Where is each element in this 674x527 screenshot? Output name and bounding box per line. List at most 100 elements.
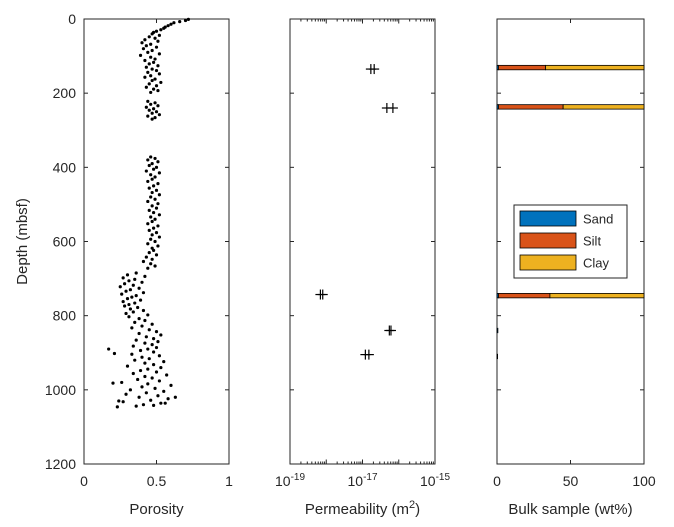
porosity-point [146, 114, 150, 118]
porosity-point [141, 308, 146, 313]
porosity-point [131, 344, 135, 348]
permeability-point [369, 64, 380, 75]
porosity-point [156, 39, 160, 43]
porosity-point [124, 289, 128, 293]
y-tick-label: 800 [53, 308, 77, 324]
porosity-point [134, 294, 138, 298]
porosity-point [140, 385, 144, 389]
porosity-point [152, 403, 156, 408]
porosity-point [133, 277, 137, 281]
porosity-point [186, 17, 190, 21]
porosity-point [133, 358, 137, 362]
porosity-point [149, 155, 153, 159]
porosity-point [153, 36, 157, 40]
porosity-point [143, 341, 147, 345]
porosity-point [153, 217, 157, 221]
porosity-point [157, 235, 161, 239]
porosity-point [130, 295, 134, 299]
porosity-point [144, 44, 148, 48]
porosity-point [125, 297, 130, 301]
porosity-point [152, 167, 156, 171]
bulk-sample-panel: 0 50 100 Bulk sample (wt%) Sand Silt Clay [493, 18, 656, 518]
porosity-point [150, 78, 154, 83]
porosity-point [149, 55, 153, 59]
porosity-point [146, 158, 150, 162]
porosity-point [120, 292, 124, 296]
porosity-axis-label: Porosity [129, 501, 184, 518]
porosity-point [159, 401, 163, 405]
porosity-point [169, 383, 173, 387]
porosity-point [112, 351, 117, 356]
permeability-axes-box [289, 18, 436, 465]
porosity-point [154, 206, 159, 210]
porosity-point [123, 304, 127, 308]
bulk-axis-label: Bulk sample (wt%) [508, 501, 632, 518]
porosity-point [131, 310, 135, 314]
x-tick-label: 0.5 [147, 473, 167, 489]
porosity-point [162, 26, 166, 30]
porosity-point [183, 18, 188, 23]
porosity-point [154, 253, 159, 257]
porosity-point [127, 279, 131, 283]
porosity-point [150, 111, 154, 115]
porosity-point [150, 190, 154, 195]
porosity-point [150, 322, 154, 326]
depth-axis-label: Depth (mbsf) [14, 198, 31, 285]
bar-sand [496, 353, 499, 360]
porosity-point [128, 288, 132, 292]
permeability-axis-label: Permeability (m2) [305, 499, 420, 518]
legend-swatch-silt [519, 232, 577, 249]
y-tick-label: 1000 [45, 382, 76, 398]
porosity-point [156, 64, 160, 68]
x-tick-label: 10-15 [420, 472, 450, 489]
porosity-point [137, 395, 141, 399]
porosity-point [147, 35, 151, 39]
porosity-point [153, 239, 157, 244]
porosity-point [147, 228, 151, 232]
porosity-point [146, 70, 150, 74]
y-tick-label: 200 [53, 85, 77, 101]
permeability-panel: 10-19 10-17 10-15 Permeability (m2) [275, 18, 450, 518]
porosity-point [147, 208, 151, 212]
porosity-point [150, 204, 154, 208]
porosity-point [140, 41, 144, 45]
porosity-point [159, 80, 163, 85]
porosity-point [159, 28, 163, 32]
bar-silt [498, 293, 551, 299]
porosity-point [150, 342, 154, 347]
porosity-point [144, 105, 148, 109]
porosity-point [154, 165, 159, 169]
porosity-point [154, 345, 159, 350]
porosity-point [143, 374, 147, 379]
porosity-point [128, 307, 132, 311]
porosity-point [156, 224, 160, 228]
porosity-point [125, 273, 130, 277]
y-tick-label: 400 [53, 159, 77, 175]
porosity-point [154, 330, 159, 334]
porosity-point [153, 264, 157, 268]
y-tick-label: 600 [53, 234, 77, 250]
porosity-point [130, 326, 134, 330]
porosity-point [144, 255, 148, 259]
porosity-point [138, 298, 143, 302]
porosity-point [144, 391, 148, 395]
legend-swatch-clay [519, 254, 577, 271]
porosity-point [152, 226, 156, 230]
porosity-point [162, 360, 166, 364]
porosity-point [163, 401, 167, 405]
porosity-point [147, 251, 151, 255]
porosity-point [146, 222, 150, 226]
porosity-point [146, 179, 150, 184]
porosity-point [124, 311, 128, 316]
porosity-point [152, 350, 156, 354]
porosity-point [124, 392, 128, 396]
permeability-point [315, 289, 326, 300]
porosity-point [149, 262, 153, 266]
x-tick-label: 50 [563, 473, 579, 489]
legend-label-silt: Silt [583, 234, 601, 249]
porosity-point [144, 65, 148, 69]
porosity-point [146, 242, 150, 246]
porosity-point [150, 257, 154, 261]
